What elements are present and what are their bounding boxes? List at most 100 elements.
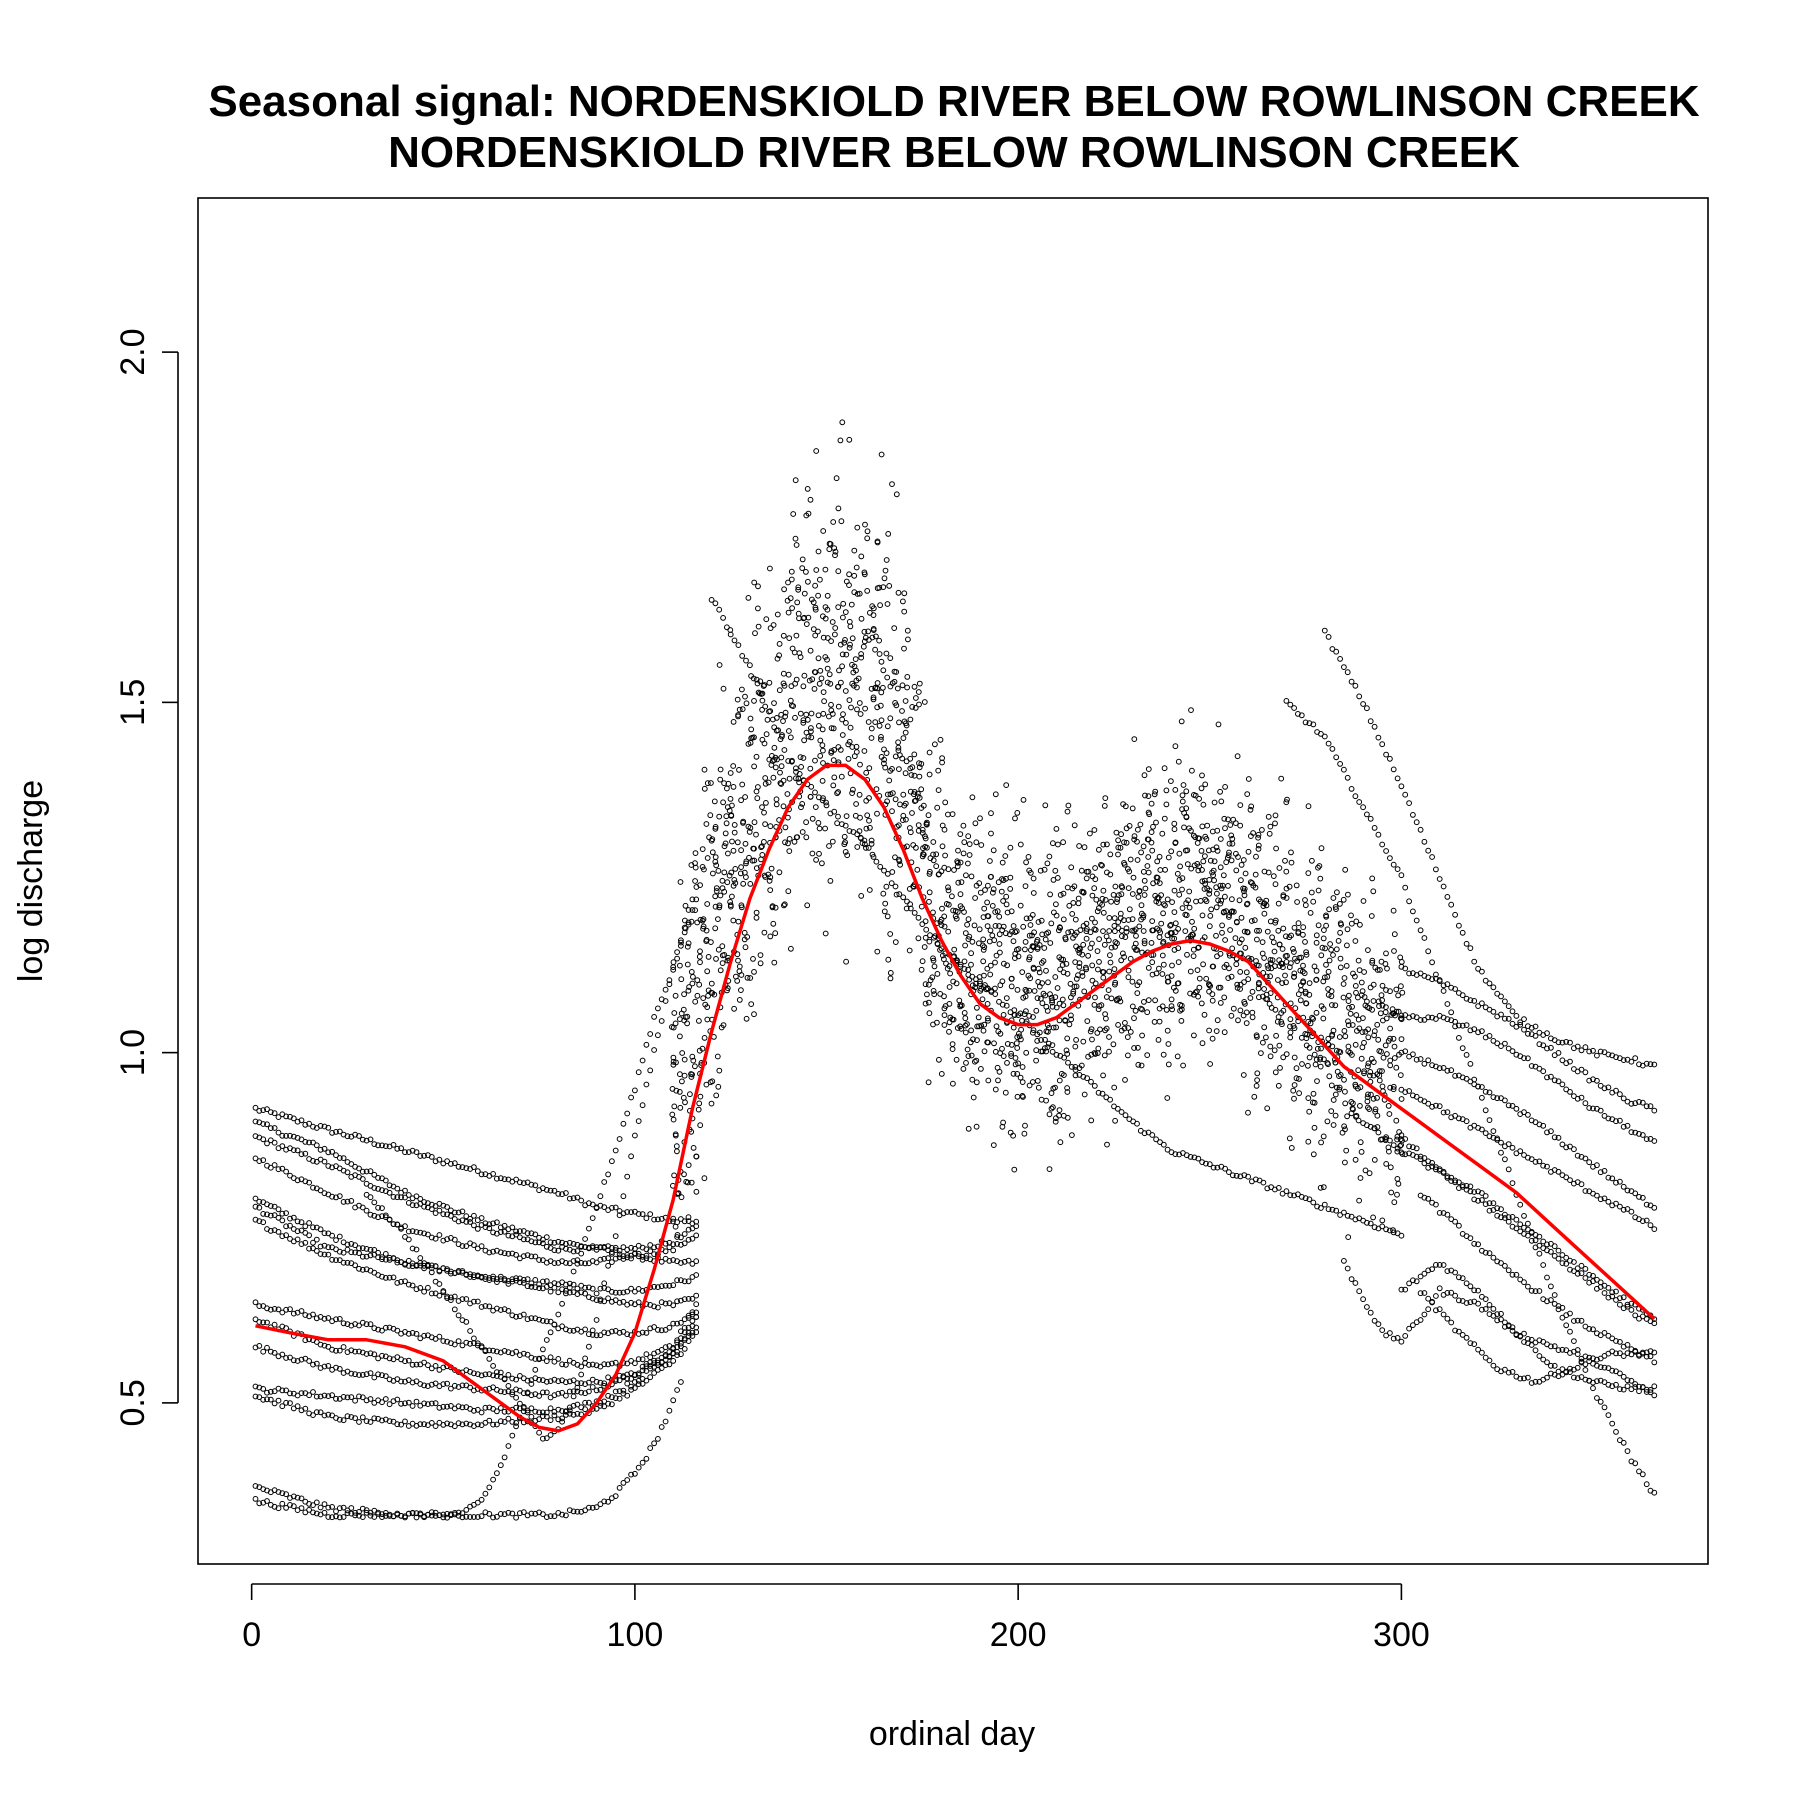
data-point: [925, 1079, 932, 1086]
data-point: [980, 947, 987, 953]
data-point: [302, 1150, 309, 1157]
data-point: [478, 1215, 485, 1221]
data-point: [1179, 905, 1186, 911]
data-point: [685, 1226, 692, 1233]
data-point: [528, 1283, 535, 1290]
data-point: [1643, 1386, 1650, 1393]
data-point: [786, 775, 793, 782]
data-point: [1433, 1201, 1439, 1208]
data-point: [290, 1214, 297, 1221]
data-point: [597, 1285, 604, 1292]
data-point: [451, 1209, 458, 1216]
data-point: [999, 859, 1006, 866]
data-point: [884, 798, 890, 805]
data-point: [1226, 840, 1233, 847]
data-point: [413, 1378, 420, 1385]
data-point: [1156, 927, 1162, 933]
data-point: [1008, 983, 1015, 990]
data-point: [915, 935, 922, 942]
data-point: [922, 833, 928, 840]
data-point: [911, 683, 918, 690]
data-point: [509, 1250, 516, 1257]
data-point: [1221, 1029, 1228, 1036]
data-point: [1035, 919, 1042, 925]
data-point: [1620, 1095, 1627, 1102]
data-point: [1004, 1060, 1010, 1066]
data-point: [306, 1139, 313, 1146]
data-point: [727, 627, 734, 633]
data-point: [1498, 1214, 1504, 1221]
data-point: [712, 824, 719, 830]
data-point: [425, 1362, 431, 1369]
data-point: [1034, 1038, 1041, 1044]
data-point: [566, 1388, 573, 1395]
data-point: [1057, 892, 1064, 898]
data-point: [734, 839, 741, 846]
data-point: [1341, 766, 1347, 773]
data-point: [620, 1374, 627, 1381]
data-point: [1632, 1312, 1639, 1319]
data-point: [1007, 886, 1014, 892]
data-point: [731, 877, 738, 883]
data-point: [578, 1371, 585, 1378]
data-point: [1046, 853, 1053, 860]
data-point: [359, 1394, 366, 1401]
data-point: [1094, 908, 1101, 915]
data-point: [283, 1223, 290, 1230]
data-point: [658, 1327, 665, 1334]
data-point: [275, 1166, 282, 1173]
data-point: [601, 1329, 608, 1336]
data-point: [804, 902, 811, 909]
data-point: [1563, 1322, 1570, 1329]
data-point: [1425, 1014, 1432, 1021]
data-point: [1532, 1347, 1539, 1354]
data-point: [926, 1010, 933, 1017]
data-point: [528, 1354, 535, 1361]
data-point: [256, 1303, 263, 1309]
data-point: [1387, 1330, 1393, 1336]
data-point: [1270, 939, 1277, 946]
data-point: [536, 1239, 542, 1246]
data-point: [379, 1399, 385, 1406]
data-point: [1467, 1299, 1474, 1306]
data-point: [933, 863, 940, 870]
data-point: [428, 1381, 435, 1388]
data-point: [896, 891, 903, 897]
data-point: [1045, 979, 1051, 986]
data-point: [988, 989, 995, 995]
data-point: [513, 1348, 519, 1355]
data-point: [532, 1356, 539, 1362]
data-point: [1023, 859, 1029, 866]
data-point: [1440, 883, 1447, 890]
data-point: [793, 775, 799, 782]
data-point: [1171, 887, 1178, 894]
data-point: [971, 922, 978, 929]
data-point: [922, 918, 929, 925]
data-point: [1344, 669, 1351, 676]
data-point: [1551, 1243, 1558, 1250]
data-point: [275, 1206, 282, 1213]
data-point: [524, 1252, 531, 1258]
data-point: [467, 1215, 474, 1222]
data-point: [586, 1379, 592, 1386]
data-point: [647, 1067, 654, 1074]
data-point: [547, 1354, 554, 1361]
data-point: [1298, 1194, 1305, 1200]
data-point: [336, 1514, 343, 1521]
data-point: [451, 1236, 458, 1243]
data-point: [862, 705, 868, 712]
data-point: [1521, 1279, 1527, 1286]
data-point: [1582, 1266, 1589, 1272]
data-point: [310, 1224, 316, 1231]
data-point: [1639, 1313, 1646, 1320]
data-point: [1229, 908, 1236, 915]
data-point: [1141, 772, 1148, 779]
data-point: [815, 548, 822, 555]
data-point: [820, 689, 827, 695]
data-point: [968, 1027, 974, 1034]
data-point: [1144, 863, 1151, 869]
data-point: [616, 1377, 623, 1384]
data-point: [730, 763, 737, 769]
data-point: [861, 837, 868, 844]
data-point: [570, 1281, 577, 1288]
